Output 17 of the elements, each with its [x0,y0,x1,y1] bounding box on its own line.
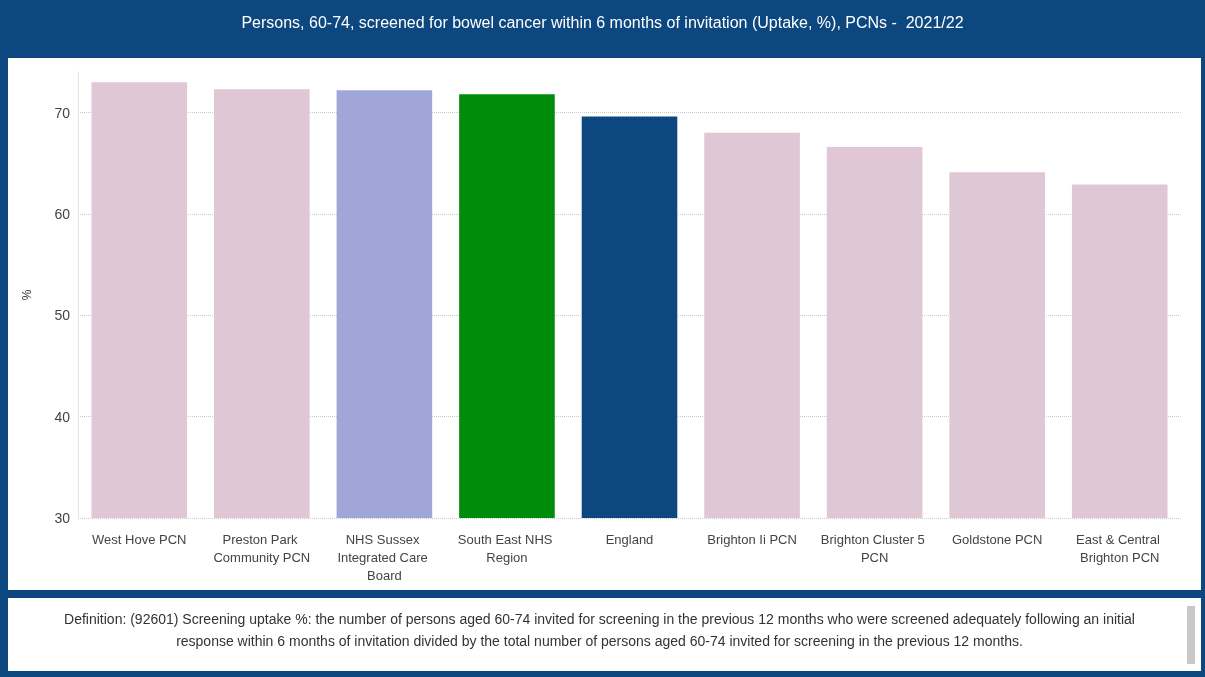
x-tick-label: West Hove PCN [92,531,187,547]
y-tick-label: 40 [54,408,71,425]
y-tick-label: 70 [54,104,71,121]
y-tick-label: 50 [54,307,71,324]
chart-title: Persons, 60-74, screened for bowel cancer within 6 months of invitation (Uptake, %), PCNs - 2021/22 [240,14,965,32]
y-axis-title: % [20,289,34,301]
y-tick-label: 60 [54,205,71,222]
x-tick-label: Brighton Ii PCN [707,531,797,547]
y-tick-label: 30 [54,510,71,526]
x-tick-label: Preston Park Community PCN [213,531,311,565]
x-tick-label: NHS Sussex Integrated Care Board [337,531,432,583]
x-tick-label: Goldstone PCN [952,531,1043,547]
x-tick-label: East & Central Brighton PCN [1076,531,1164,565]
x-tick-label: South East NHS Region [457,531,557,565]
text: Definition: (92601) Screening uptake %: the number of persons aged 60-74 invited for screening in the previous 12 months who were screened adequately following an initial response within 6 months of invitation divided by the total number of persons aged 60-74 invited for screening in the previous 12 months. [63,610,1136,651]
x-tick-label: Brighton Cluster 5 PCN [820,531,929,565]
x-tick-label: England [605,531,654,547]
